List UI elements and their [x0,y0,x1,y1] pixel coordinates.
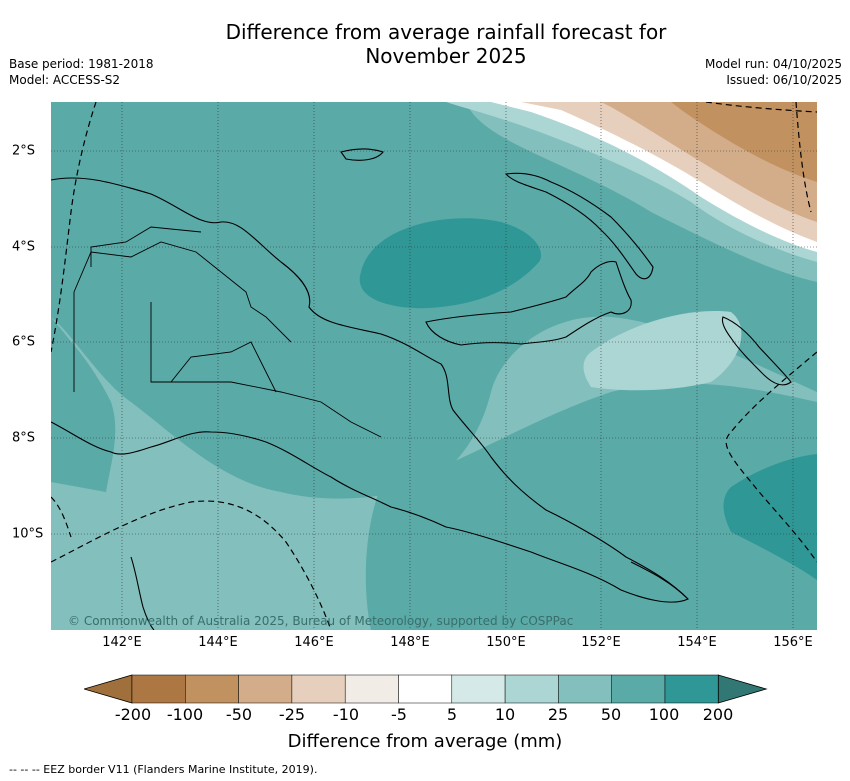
meta-right: Model run: 04/10/2025 Issued: 06/10/2025 [705,56,842,88]
province-borders [73,226,382,438]
colorbar-segment [558,674,612,704]
gridlines [51,102,817,630]
colorbar-segment [504,674,559,704]
colorbar-title: Difference from average (mm) [287,731,563,752]
colorbar-segment [664,674,719,704]
y-tick-label: 6°S [12,334,36,350]
bougainville-coast [721,316,792,386]
copyright-text: © Commonwealth of Australia 2025, Bureau… [68,614,574,628]
x-tick-label: 144°E [198,635,238,650]
new-guinea-coast [51,177,689,603]
manus-coast [340,148,384,161]
colorbar-label: -50 [225,705,253,724]
coastlines [51,148,792,630]
band-25-50-south [365,383,817,630]
colorbar-segment [451,674,506,704]
meta-left: Base period: 1981-2018 Model: ACCESS-S2 [9,56,154,88]
colorbar-extend-high [717,674,768,704]
chart-title: Difference from average rainfall forecas… [170,20,722,68]
band-minus-25-50 [671,102,817,182]
band-5-10-east [583,311,742,391]
colorbar-label: 25 [547,705,569,724]
title-line-2: November 2025 [365,44,527,68]
x-tick-label: 142°E [102,635,142,650]
model-name: Model: ACCESS-S2 [9,73,121,87]
colorbar-segment [398,674,453,704]
band-50-100-southeast [723,454,817,580]
model-run: Model run: 04/10/2025 [704,57,842,71]
colorbar-segment [611,674,666,704]
colorbar-label: -100 [166,705,204,724]
colorbar-segment [185,674,239,704]
colorbar-label: 100 [648,705,680,724]
x-tick-label: 154°E [677,635,717,650]
colorbar [84,674,768,704]
colorbar-label: 10 [494,705,516,724]
colorbar-label: 5 [446,705,458,724]
title-line-1: Difference from average rainfall forecas… [225,20,667,44]
x-tick-label: 146°E [294,635,334,650]
colorbar-label: -25 [278,705,306,724]
eez-note: -- -- -- EEZ border V11 (Flanders Marine… [9,763,318,776]
colorbar-label: -10 [332,705,360,724]
x-tick-label: 150°E [486,635,526,650]
band-50-100-center [359,218,542,309]
base-period: Base period: 1981-2018 [9,57,154,71]
louisiade-coast [630,561,689,600]
colorbar-label: -200 [114,705,152,724]
new-britain-coast [425,260,632,346]
colorbar-label: 200 [702,705,734,724]
y-tick-label: 4°S [12,239,36,255]
colorbar-segment [131,674,186,704]
colorbar-segment [238,674,293,704]
colorbar-extend-low [84,674,133,704]
x-tick-label: 152°E [581,635,621,650]
colorbar-label: 50 [600,705,622,724]
rainfall-map [51,102,817,630]
issued-date: Issued: 06/10/2025 [726,73,842,87]
colorbar-segment [344,674,399,704]
eez-borders [51,102,817,630]
y-tick-label: 8°S [12,430,36,446]
colorbar-segment [291,674,346,704]
x-tick-label: 156°E [773,635,813,650]
x-tick-label: 148°E [390,635,430,650]
colorbar-label: -5 [391,705,407,724]
cape-york-coast [130,556,155,630]
y-tick-label: 2°S [12,143,36,159]
y-tick-label: 10°S [12,526,44,542]
new-ireland-coast [504,172,654,280]
